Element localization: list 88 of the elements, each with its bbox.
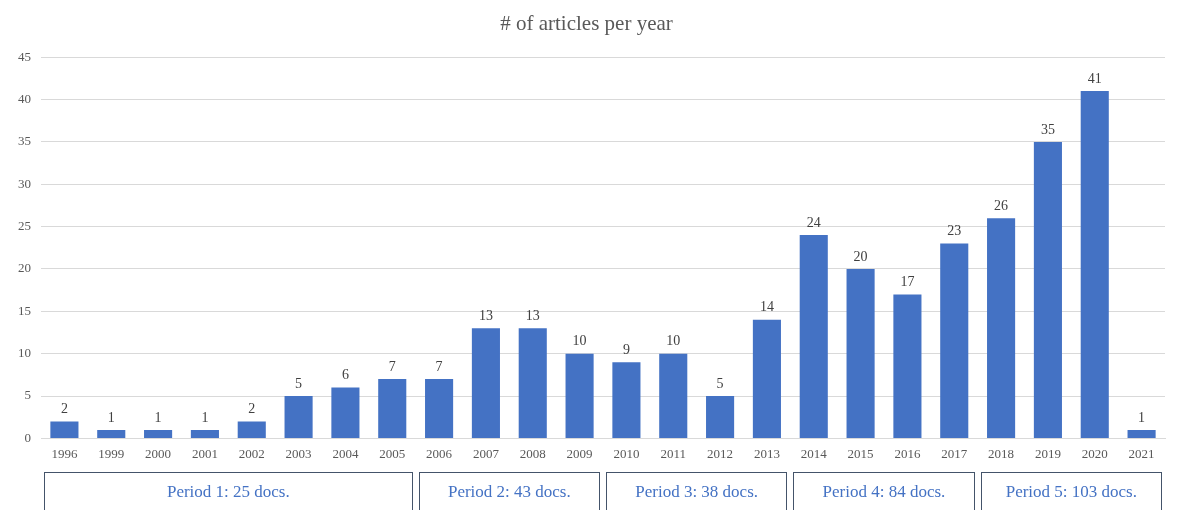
bar	[1033, 141, 1062, 438]
y-tick-label: 20	[18, 260, 31, 276]
data-label: 35	[1040, 121, 1055, 137]
x-tick-label: 2001	[191, 445, 218, 461]
chart-title: # of articles per year	[500, 11, 673, 36]
data-label: 2	[248, 401, 256, 417]
x-tick-label: 2009	[566, 445, 593, 461]
y-tick-label: 0	[24, 429, 31, 445]
x-tick-label: 2002	[238, 445, 265, 461]
bar	[940, 243, 969, 438]
text: Period 4: 84 docs.	[822, 481, 946, 502]
data-label: 20	[853, 248, 868, 264]
data-label: 1	[107, 409, 115, 425]
text: Period 3: 38 docs.	[635, 481, 759, 502]
bar	[846, 268, 875, 438]
x-tick-label: 2019	[1034, 445, 1061, 461]
bar	[752, 319, 781, 438]
bar	[1080, 91, 1109, 438]
x-tick-label: 1999	[98, 445, 125, 461]
data-label: 24	[806, 214, 821, 230]
data-label: 17	[900, 274, 915, 290]
data-label: 13	[478, 307, 493, 323]
data-label: 23	[947, 223, 962, 239]
x-tick-label: 2012	[707, 445, 734, 461]
bar	[1127, 429, 1156, 438]
x-tick-label: 2015	[847, 445, 874, 461]
data-label: 5	[295, 375, 303, 391]
data-label: 9	[622, 341, 630, 357]
bar	[237, 421, 266, 438]
y-tick-label: 25	[18, 218, 31, 234]
data-label: 7	[435, 358, 443, 374]
x-tick-label: 2021	[1128, 445, 1155, 461]
bar	[706, 396, 735, 438]
data-label: 1	[154, 409, 162, 425]
data-label: 1	[201, 409, 209, 425]
bar	[425, 379, 454, 438]
y-tick-label: 40	[18, 90, 31, 106]
x-tick-label: 2004	[332, 445, 359, 461]
bar	[612, 362, 641, 438]
y-tick-label: 5	[24, 387, 31, 403]
y-tick-label: 30	[18, 175, 31, 191]
x-tick-label: 2011	[660, 445, 687, 461]
y-tick-label: 10	[18, 345, 31, 361]
bar	[50, 421, 79, 438]
data-label: 14	[759, 299, 774, 315]
bar	[987, 218, 1016, 438]
bar	[565, 353, 594, 438]
data-label: 26	[994, 197, 1009, 213]
bar	[144, 429, 173, 438]
bar	[893, 294, 922, 438]
data-label: 41	[1087, 70, 1102, 86]
x-tick-label: 2016	[894, 445, 921, 461]
data-label: 5	[716, 375, 724, 391]
text: Period 5: 103 docs.	[1005, 481, 1137, 502]
bar	[659, 353, 688, 438]
data-label: 10	[572, 333, 587, 349]
x-tick-label: 2006	[426, 445, 453, 461]
bar	[518, 328, 547, 438]
data-label: 7	[388, 358, 396, 374]
x-tick-label: 2000	[145, 445, 172, 461]
data-label: 2	[60, 401, 68, 417]
text: Period 1: 25 docs.	[166, 481, 290, 502]
data-label: 6	[341, 367, 349, 383]
x-tick-label: 2014	[800, 445, 828, 461]
data-label: 10	[666, 333, 681, 349]
x-tick-label: 1996	[51, 445, 78, 461]
x-tick-label: 2010	[613, 445, 640, 461]
bar	[284, 396, 313, 438]
x-tick-label: 2020	[1081, 445, 1108, 461]
y-tick-label: 15	[18, 302, 31, 318]
bar	[471, 328, 500, 438]
y-tick-label: 45	[18, 48, 31, 64]
x-tick-label: 2005	[379, 445, 406, 461]
bar	[378, 379, 407, 438]
bar	[97, 429, 126, 438]
y-tick-label: 35	[18, 133, 31, 149]
bar	[190, 429, 219, 438]
bar	[799, 235, 828, 438]
text: Period 2: 43 docs.	[447, 481, 571, 502]
data-label: 1	[1138, 409, 1146, 425]
x-tick-label: 2003	[285, 445, 312, 461]
x-tick-label: 2013	[753, 445, 780, 461]
x-tick-label: 2007	[472, 445, 500, 461]
data-label: 13	[525, 307, 540, 323]
x-tick-label: 2008	[519, 445, 546, 461]
x-tick-label: 2017	[941, 445, 968, 461]
x-tick-label: 2018	[988, 445, 1015, 461]
bar	[331, 387, 360, 438]
